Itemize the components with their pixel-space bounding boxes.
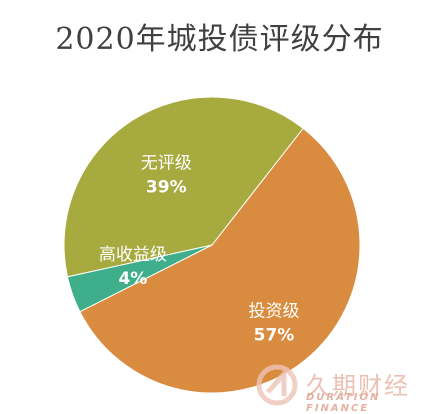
watermark-text-en: DURATION FINANCE — [306, 392, 381, 414]
slice-value-label-2: 39% — [146, 177, 187, 197]
watermark-text-cn: 久期财经 — [306, 372, 410, 400]
slice-name-label-2: 无评级 — [141, 153, 192, 173]
watermark: 久期财经 DURATION FINANCE — [254, 360, 434, 414]
watermark-logo-icon — [256, 364, 298, 406]
pie-slice-0 — [79, 127, 361, 394]
pie-labels: 投资级 57% 高收益级 4% 无评级 39% — [99, 153, 300, 345]
slice-name-label-0: 投资级 — [249, 301, 300, 321]
pie-slices — [63, 96, 361, 394]
pie-slice-2 — [63, 96, 304, 278]
slice-value-label-1: 4% — [118, 269, 147, 289]
slice-name-label-1: 高收益级 — [99, 245, 167, 265]
slice-value-label-0: 57% — [254, 325, 295, 345]
chart-title: 2020年城投债评级分布 — [55, 22, 384, 57]
